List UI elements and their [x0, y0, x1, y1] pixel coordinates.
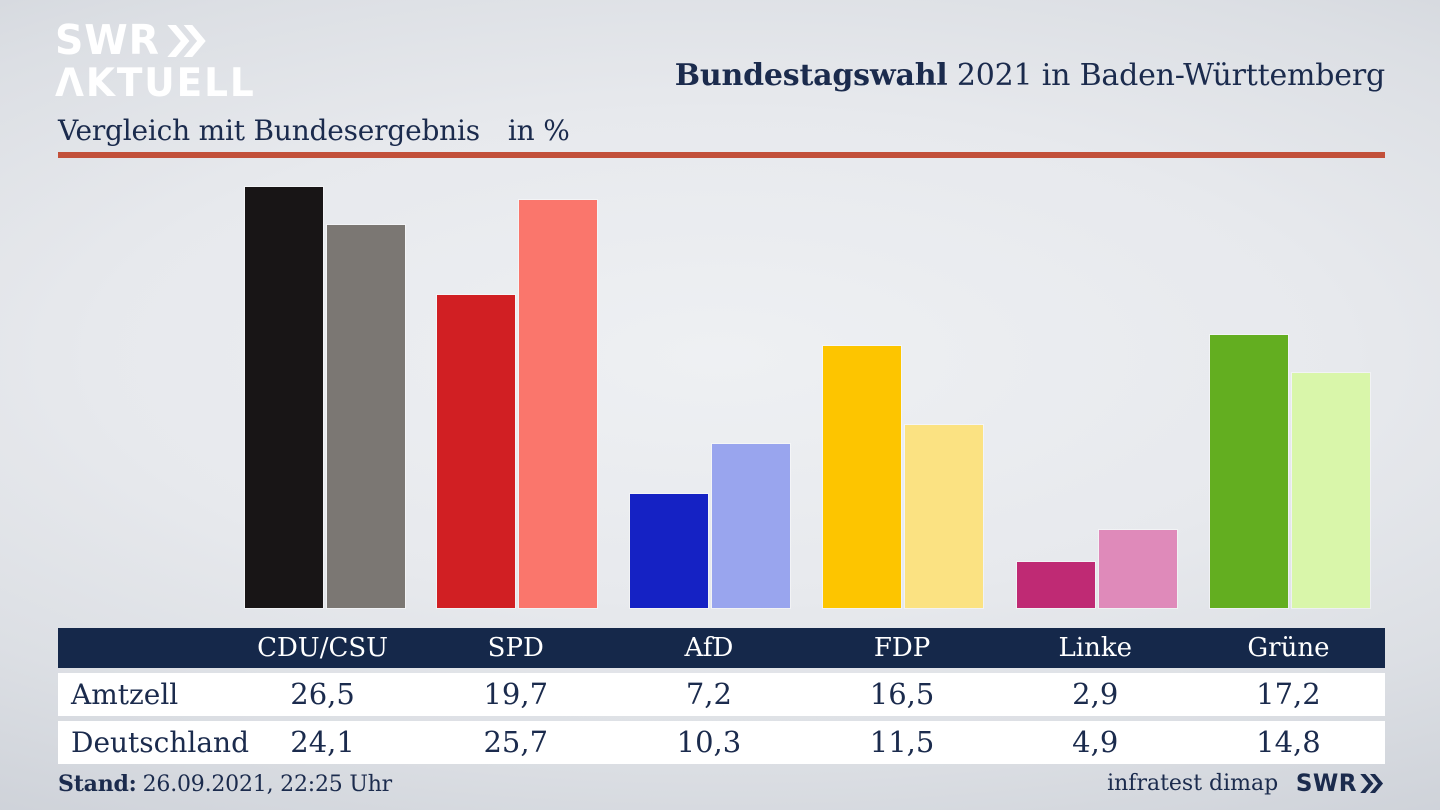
- value-cell: 14,8: [1256, 725, 1321, 759]
- column-header-cducsu: CDU/CSU: [257, 633, 389, 663]
- stand-label: Stand:: [58, 771, 137, 797]
- bar-amtzell-grne: [1210, 335, 1288, 608]
- chart-subtitle-unit: in %: [507, 114, 570, 147]
- page-title-bold: Bundestagswahl: [674, 58, 948, 93]
- value-cell: 2,9: [1072, 677, 1119, 711]
- value-cell: 11,5: [869, 725, 935, 759]
- value-cell: 26,5: [290, 677, 355, 711]
- value-cell: 19,7: [483, 677, 549, 711]
- double-chevron-icon: [167, 24, 207, 57]
- chart-subtitle-text: Vergleich mit Bundesergebnis: [58, 114, 480, 147]
- column-header-spd: SPD: [487, 633, 544, 663]
- value-cell: 25,7: [483, 725, 549, 759]
- column-header-afd: AfD: [684, 633, 734, 663]
- bar-amtzell-afd: [630, 494, 708, 608]
- bar-amtzell-cducsu: [245, 187, 323, 608]
- results-table: CDU/CSU SPD AfD FDP Linke Grüne Amtzell 26,5 19,…: [58, 628, 1385, 764]
- value-cell: 10,3: [676, 725, 742, 759]
- row-label: Deutschland: [71, 725, 249, 759]
- source-name: infratest dimap: [1107, 770, 1279, 796]
- value-cell: 17,2: [1256, 677, 1321, 711]
- bar-amtzell-fdp: [823, 346, 901, 608]
- column-header-grne: Grüne: [1247, 633, 1330, 663]
- swr-footer-logo: SWR: [1296, 769, 1384, 797]
- swr-footer-logo-text: SWR: [1296, 769, 1358, 797]
- table-row-deutschland: Deutschland 24,1 25,7 10,3 11,5 4,9 14,8: [58, 721, 1385, 764]
- value-cell: 16,5: [869, 677, 935, 711]
- stand-value: 26.09.2021, 22:25 Uhr: [142, 772, 393, 797]
- row-label: Amtzell: [71, 677, 179, 711]
- logo-aktuell-text: ΛKTUELL: [55, 61, 256, 106]
- value-cell: 4,9: [1072, 725, 1119, 759]
- logo-swr-text: SWR: [55, 16, 160, 64]
- page-title: Bundestagswahl 2021 in Baden-Württemberg: [675, 58, 1385, 93]
- bar-deutschland-linke: [1099, 530, 1177, 608]
- source-attribution: infratest dimap SWR: [1107, 769, 1385, 797]
- double-chevron-icon: [1360, 773, 1384, 793]
- bar-deutschland-grne: [1292, 373, 1370, 608]
- column-header-fdp: FDP: [873, 633, 931, 663]
- bar-deutschland-spd: [519, 200, 597, 608]
- swr-aktuell-logo: SWR ΛKTUELL: [55, 16, 256, 106]
- column-header-linke: Linke: [1058, 633, 1132, 663]
- page-title-rest: 2021 in Baden-Württemberg: [947, 58, 1385, 93]
- bar-amtzell-linke: [1017, 562, 1095, 608]
- chart-subtitle: Vergleich mit Bundesergebnis in %: [58, 114, 570, 147]
- bar-amtzell-spd: [437, 295, 515, 608]
- status-timestamp: Stand: 26.09.2021, 22:25 Uhr: [58, 771, 392, 797]
- table-header-row: CDU/CSU SPD AfD FDP Linke Grüne: [58, 628, 1385, 668]
- divider-line: [58, 152, 1385, 158]
- table-row-amtzell: Amtzell 26,5 19,7 7,2 16,5 2,9 17,2: [58, 673, 1385, 716]
- value-cell: 24,1: [290, 725, 355, 759]
- bar-deutschland-cducsu: [327, 225, 405, 608]
- value-cell: 7,2: [685, 677, 732, 711]
- bar-deutschland-fdp: [905, 425, 983, 608]
- bar-deutschland-afd: [712, 444, 790, 608]
